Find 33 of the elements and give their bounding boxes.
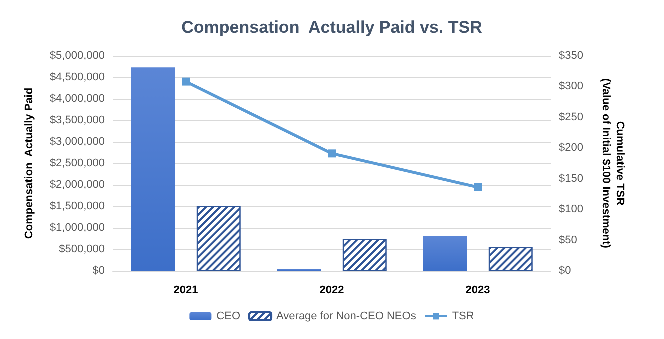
y-tick-label: $3,500,000 [50,114,105,126]
point [182,78,190,86]
y-tick-label: $4,500,000 [50,72,105,84]
x-tick-label: 2022 [320,284,344,296]
y2-tick-label: $350 [559,50,584,62]
y2-tick-label: $200 [559,142,584,154]
point [328,150,336,158]
bar [131,68,176,271]
x-tick-label: 2021 [174,284,198,296]
y2-axis-title: Cumulative TSR (Value of Initial $100 Investment) [600,78,626,249]
y-tick-label: $5,000,000 [50,50,105,62]
y2-tick-label: $100 [559,204,584,216]
x-tick-label: 2023 [466,284,490,296]
y2-tick-label: $50 [559,234,578,246]
chart-title: Compensation Actually Paid vs. TSR [182,18,482,37]
y-tick-label: $4,000,000 [50,93,105,105]
y-tick-label: $1,500,000 [50,200,105,212]
y-tick-label: $2,000,000 [50,179,105,191]
legend-label: CEO [216,310,241,322]
y2-tick-label: $250 [559,111,584,124]
y-tick-label: $0 [92,265,105,277]
legend-label: Average for Non-CEO NEOs [276,310,417,322]
legend-label: TSR [452,310,474,322]
y-tick-label: $2,500,000 [50,158,105,170]
y2-tick-label: $0 [559,265,572,277]
y-tick-label: $1,000,000 [50,222,105,234]
point [474,183,482,192]
y2-tick-label: $300 [559,80,584,93]
bar [423,236,468,271]
y2-tick-label: $150 [559,172,584,185]
y-tick-label: $500,000 [59,244,105,256]
y-axis-title: Compensation Actually Paid [24,88,36,240]
y-tick-label: $3,000,000 [50,136,105,148]
